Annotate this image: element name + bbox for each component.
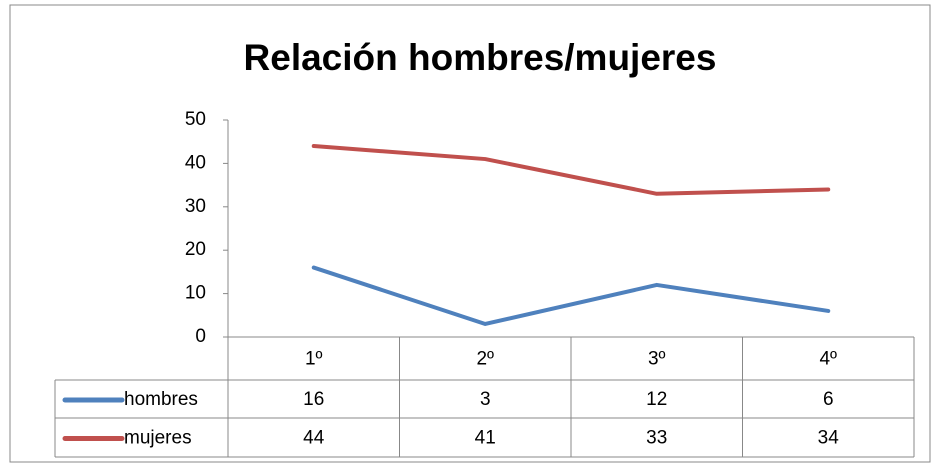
table-value: 6: [823, 389, 834, 410]
table-value: 12: [646, 389, 667, 410]
x-tick-label: 2º: [476, 349, 494, 370]
table-value: 41: [475, 428, 496, 449]
table-value: 3: [480, 389, 491, 410]
chart-frame: [9, 4, 931, 463]
table-value: 34: [818, 428, 840, 449]
series-line: [311, 144, 831, 196]
y-tick-label: 0: [195, 326, 206, 347]
table-value: 44: [303, 428, 325, 449]
y-tick-label: 20: [185, 239, 206, 260]
x-tick-label: 3º: [648, 349, 666, 370]
y-tick-label: 30: [185, 196, 206, 217]
table-value: 16: [303, 389, 324, 410]
x-tick-label: 1º: [305, 349, 323, 370]
y-tick-label: 50: [185, 109, 206, 130]
chart-title: Relación hombres/mujeres: [244, 37, 717, 78]
y-tick-label: 40: [185, 152, 206, 173]
x-tick-label: 4º: [819, 349, 837, 370]
legend-label: hombres: [124, 389, 198, 410]
legend-label: mujeres: [124, 428, 192, 449]
y-tick-label: 10: [185, 283, 206, 304]
series-line: [311, 265, 831, 326]
table-value: 33: [646, 428, 667, 449]
